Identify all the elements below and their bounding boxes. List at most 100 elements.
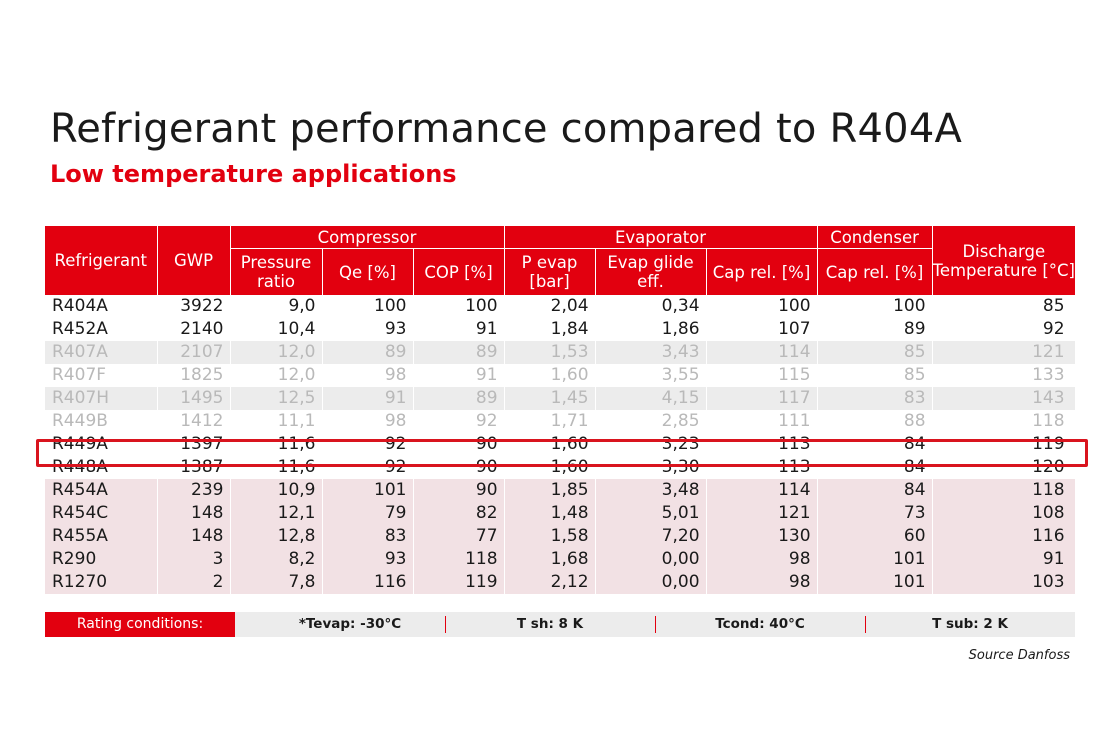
cell-refrigerant: R404A: [45, 295, 158, 318]
header-cop: COP [%]: [413, 248, 505, 295]
condition-tcond: Tcond: 40°C: [715, 616, 805, 632]
cell-pressure-ratio: 8,2: [230, 548, 323, 571]
cell-cond-cap-rel: 89: [817, 318, 933, 341]
cell-pressure-ratio: 11,1: [230, 410, 323, 433]
cell-evap-cap-rel: 113: [706, 456, 818, 479]
cell-qe: 79: [322, 502, 414, 525]
cell-evap-glide: 3,55: [595, 364, 707, 387]
cell-gwp: 2140: [157, 318, 231, 341]
cell-cop: 118: [413, 548, 505, 571]
cell-cop: 119: [413, 571, 505, 594]
cell-discharge: 85: [932, 295, 1076, 318]
header-refrigerant: Refrigerant: [45, 226, 158, 295]
cell-cond-cap-rel: 84: [817, 479, 933, 502]
cell-qe: 83: [322, 525, 414, 548]
cell-cop: 82: [413, 502, 505, 525]
header-qe: Qe [%]: [322, 248, 414, 295]
header-evap-glide: Evap glide eff.: [595, 248, 707, 295]
cell-pressure-ratio: 12,1: [230, 502, 323, 525]
cell-discharge: 119: [932, 433, 1076, 456]
condition-divider: [655, 616, 656, 633]
cell-pressure-ratio: 12,0: [230, 341, 323, 364]
cell-refrigerant: R448A: [45, 456, 158, 479]
cell-refrigerant: R407F: [45, 364, 158, 387]
cell-qe: 89: [322, 341, 414, 364]
cell-evap-glide: 0,00: [595, 571, 707, 594]
condition-divider: [445, 616, 446, 633]
cell-pressure-ratio: 12,0: [230, 364, 323, 387]
cell-evap-cap-rel: 113: [706, 433, 818, 456]
cell-qe: 101: [322, 479, 414, 502]
cell-evap-cap-rel: 114: [706, 479, 818, 502]
cell-discharge: 120: [932, 456, 1076, 479]
page-subtitle: Low temperature applications: [50, 160, 457, 188]
cell-evap-cap-rel: 111: [706, 410, 818, 433]
cell-refrigerant: R407H: [45, 387, 158, 410]
header-p-evap: P evap [bar]: [504, 248, 596, 295]
cell-discharge: 108: [932, 502, 1076, 525]
cell-gwp: 1397: [157, 433, 231, 456]
cell-refrigerant: R1270: [45, 571, 158, 594]
cell-cond-cap-rel: 83: [817, 387, 933, 410]
table-row-r404a: R404A 3922 9,0 100 100 2,04 0,34 100 100…: [45, 295, 1076, 318]
cell-gwp: 1412: [157, 410, 231, 433]
cell-discharge: 143: [932, 387, 1076, 410]
cell-cop: 100: [413, 295, 505, 318]
cell-pressure-ratio: 9,0: [230, 295, 323, 318]
cell-evap-glide: 2,85: [595, 410, 707, 433]
cell-evap-cap-rel: 130: [706, 525, 818, 548]
cell-evap-glide: 3,43: [595, 341, 707, 364]
cell-p-evap: 1,58: [504, 525, 596, 548]
rating-conditions-bar: Rating conditions: *Tevap: -30°C T sh: 8…: [45, 612, 1075, 637]
cell-evap-glide: 7,20: [595, 525, 707, 548]
cell-cond-cap-rel: 60: [817, 525, 933, 548]
cell-discharge: 92: [932, 318, 1076, 341]
cell-qe: 116: [322, 571, 414, 594]
cell-p-evap: 1,71: [504, 410, 596, 433]
cell-evap-glide: 3,48: [595, 479, 707, 502]
cell-p-evap: 1,84: [504, 318, 596, 341]
cell-p-evap: 1,48: [504, 502, 596, 525]
table-row-r290: R290 3 8,2 93 118 1,68 0,00 98 101 91: [45, 548, 1076, 571]
cell-qe: 98: [322, 364, 414, 387]
header-evap-cap-rel: Cap rel. [%]: [706, 248, 818, 295]
cell-gwp: 2107: [157, 341, 231, 364]
cell-evap-cap-rel: 117: [706, 387, 818, 410]
cell-gwp: 1825: [157, 364, 231, 387]
header-compressor: Compressor: [230, 226, 505, 249]
header-pressure-ratio: Pressure ratio: [230, 248, 323, 295]
cell-cop: 89: [413, 387, 505, 410]
table-row-r455a: R455A 148 12,8 83 77 1,58 7,20 130 60 11…: [45, 525, 1076, 548]
cell-cond-cap-rel: 100: [817, 295, 933, 318]
cell-gwp: 3: [157, 548, 231, 571]
header-evaporator: Evaporator: [504, 226, 818, 249]
cell-p-evap: 1,53: [504, 341, 596, 364]
cell-evap-glide: 3,23: [595, 433, 707, 456]
table-row-r448a: R448A 1387 11,6 92 90 1,60 3,30 113 84 1…: [45, 456, 1076, 479]
condition-tsub: T sub: 2 K: [932, 616, 1008, 632]
cell-p-evap: 1,45: [504, 387, 596, 410]
cell-qe: 91: [322, 387, 414, 410]
cell-discharge: 133: [932, 364, 1076, 387]
condition-tsh: T sh: 8 K: [516, 616, 584, 632]
cell-cond-cap-rel: 73: [817, 502, 933, 525]
cell-refrigerant: R454A: [45, 479, 158, 502]
header-discharge-temperature: Discharge Temperature [°C]: [932, 226, 1076, 295]
table-row-r454a: R454A 239 10,9 101 90 1,85 3,48 114 84 1…: [45, 479, 1076, 502]
cell-evap-glide: 1,86: [595, 318, 707, 341]
cell-p-evap: 1,68: [504, 548, 596, 571]
cell-discharge: 116: [932, 525, 1076, 548]
header-gwp: GWP: [157, 226, 231, 295]
cell-pressure-ratio: 11,6: [230, 433, 323, 456]
cell-cond-cap-rel: 85: [817, 364, 933, 387]
cell-gwp: 2: [157, 571, 231, 594]
refrigerant-performance-table: Refrigerant GWP Compressor Evaporator Co…: [45, 226, 1076, 594]
cell-evap-glide: 3,30: [595, 456, 707, 479]
cell-qe: 92: [322, 456, 414, 479]
table-row-r449b: R449B 1412 11,1 98 92 1,71 2,85 111 88 1…: [45, 410, 1076, 433]
cell-pressure-ratio: 7,8: [230, 571, 323, 594]
cell-evap-glide: 0,34: [595, 295, 707, 318]
table-row-r407f: R407F 1825 12,0 98 91 1,60 3,55 115 85 1…: [45, 364, 1076, 387]
cell-gwp: 1387: [157, 456, 231, 479]
cell-pressure-ratio: 10,4: [230, 318, 323, 341]
